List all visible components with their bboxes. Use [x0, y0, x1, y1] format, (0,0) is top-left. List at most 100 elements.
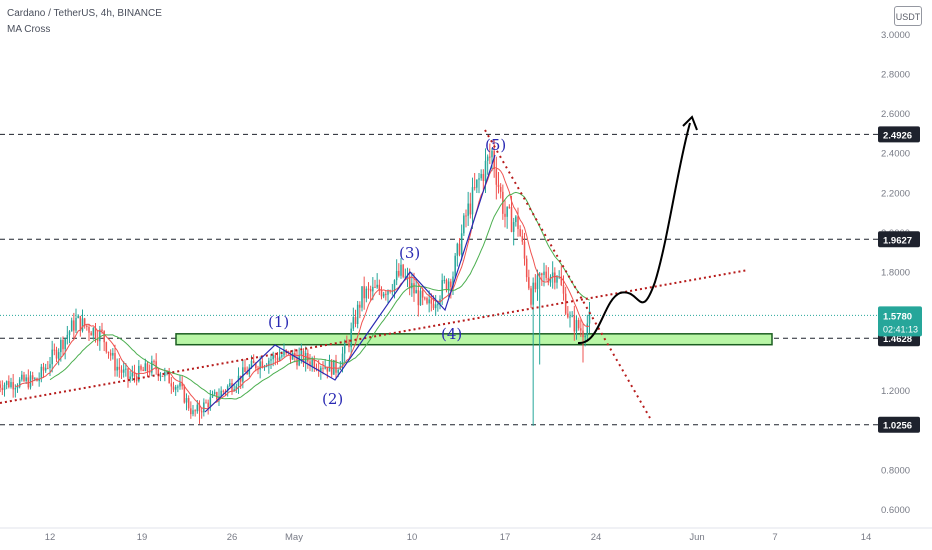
candle-body [309, 361, 311, 366]
candle-body [549, 276, 552, 283]
candle-body [350, 328, 352, 348]
level-price-tag [878, 231, 920, 248]
candle-body [571, 315, 573, 317]
candle-body [47, 367, 49, 369]
candle-body [192, 410, 194, 415]
candle-body [337, 369, 339, 373]
candle-body [196, 404, 199, 412]
candle-body [343, 342, 346, 354]
candle-body [12, 382, 14, 390]
candle-body [393, 280, 396, 292]
candle-body [131, 372, 134, 377]
candle-body [300, 351, 303, 355]
candle-body [246, 371, 248, 375]
level-price-tag [878, 416, 920, 433]
candle-body [129, 376, 131, 380]
candle-body [320, 367, 322, 372]
candle-body [330, 360, 333, 375]
candle-body [424, 297, 426, 299]
candle-body [348, 342, 350, 348]
candle-body [324, 366, 326, 369]
candle-body [274, 355, 277, 358]
time-tick: Jun [689, 532, 704, 543]
candle-body [21, 374, 23, 380]
time-tick: 24 [591, 532, 602, 543]
candle-body [460, 233, 463, 255]
candle-body [109, 352, 112, 356]
candle-body [562, 285, 565, 294]
time-tick: 17 [500, 532, 511, 543]
candle-body [450, 281, 452, 287]
candle-body [114, 353, 116, 371]
candle-body [75, 318, 77, 331]
candle-body [42, 366, 45, 371]
candle-body [40, 366, 43, 379]
candle-body [233, 389, 235, 391]
candle-body [226, 386, 229, 392]
candle-body [96, 338, 99, 342]
candle-body [515, 216, 517, 223]
time-tick: May [285, 532, 303, 543]
candle-body [213, 392, 216, 395]
candle-body [60, 340, 62, 353]
candle-body [44, 367, 47, 371]
projection-path [577, 122, 691, 345]
candle-body [0, 384, 1, 388]
chart-title: Cardano / TetherUS, 4h, BINANCE [7, 8, 162, 19]
candle-body [239, 375, 242, 382]
candle-body [70, 320, 73, 332]
candle-body [133, 372, 136, 377]
candle-body [248, 367, 251, 375]
time-tick: 19 [137, 532, 148, 543]
candle-body [408, 276, 411, 289]
candle-body [512, 222, 515, 232]
candle-body [434, 304, 437, 309]
candle-body [395, 270, 398, 281]
candle-body [268, 360, 270, 367]
candle-body [122, 369, 125, 373]
currency-button[interactable]: USDT [894, 6, 922, 26]
candle-body [499, 186, 502, 192]
candle-body [411, 283, 413, 289]
candle-body [153, 361, 155, 363]
candle-body [287, 351, 290, 353]
candle-body [181, 382, 183, 387]
price-tick: 2.8000 [881, 70, 910, 81]
candle-body [538, 273, 541, 276]
candle-body [304, 353, 307, 364]
candle-body [326, 366, 329, 372]
candle-body [569, 316, 571, 318]
candle-body [567, 313, 569, 318]
candle-body [38, 378, 40, 382]
level-price-text: 2.4926 [883, 130, 912, 141]
candle-body [172, 386, 175, 390]
candle-body [127, 368, 129, 380]
candle-body [582, 330, 584, 338]
projection-arrowhead [682, 115, 698, 131]
candle-body [79, 316, 82, 331]
candle-body [64, 338, 66, 350]
level-price-text: 1.9627 [883, 235, 912, 246]
candle-body [120, 369, 123, 373]
indicator-label[interactable]: MA Cross [7, 24, 51, 35]
candle-body [406, 276, 409, 278]
candle-body [415, 290, 417, 294]
candle-body [417, 290, 420, 306]
wave-label: (4) [441, 325, 462, 343]
candle-body [157, 369, 160, 377]
candle-body [51, 349, 53, 365]
candle-body [534, 282, 537, 290]
time-tick: 14 [861, 532, 872, 543]
candle-body [187, 398, 190, 409]
candle-body [554, 272, 556, 283]
candle-body [560, 276, 563, 286]
candle-body [207, 402, 209, 408]
candle-body [419, 290, 422, 306]
candle-body [200, 411, 203, 413]
candle-body [3, 384, 6, 391]
candle-body [504, 213, 506, 217]
candle-body [101, 329, 103, 331]
time-tick: 7 [772, 532, 777, 543]
candle-body [445, 279, 448, 291]
